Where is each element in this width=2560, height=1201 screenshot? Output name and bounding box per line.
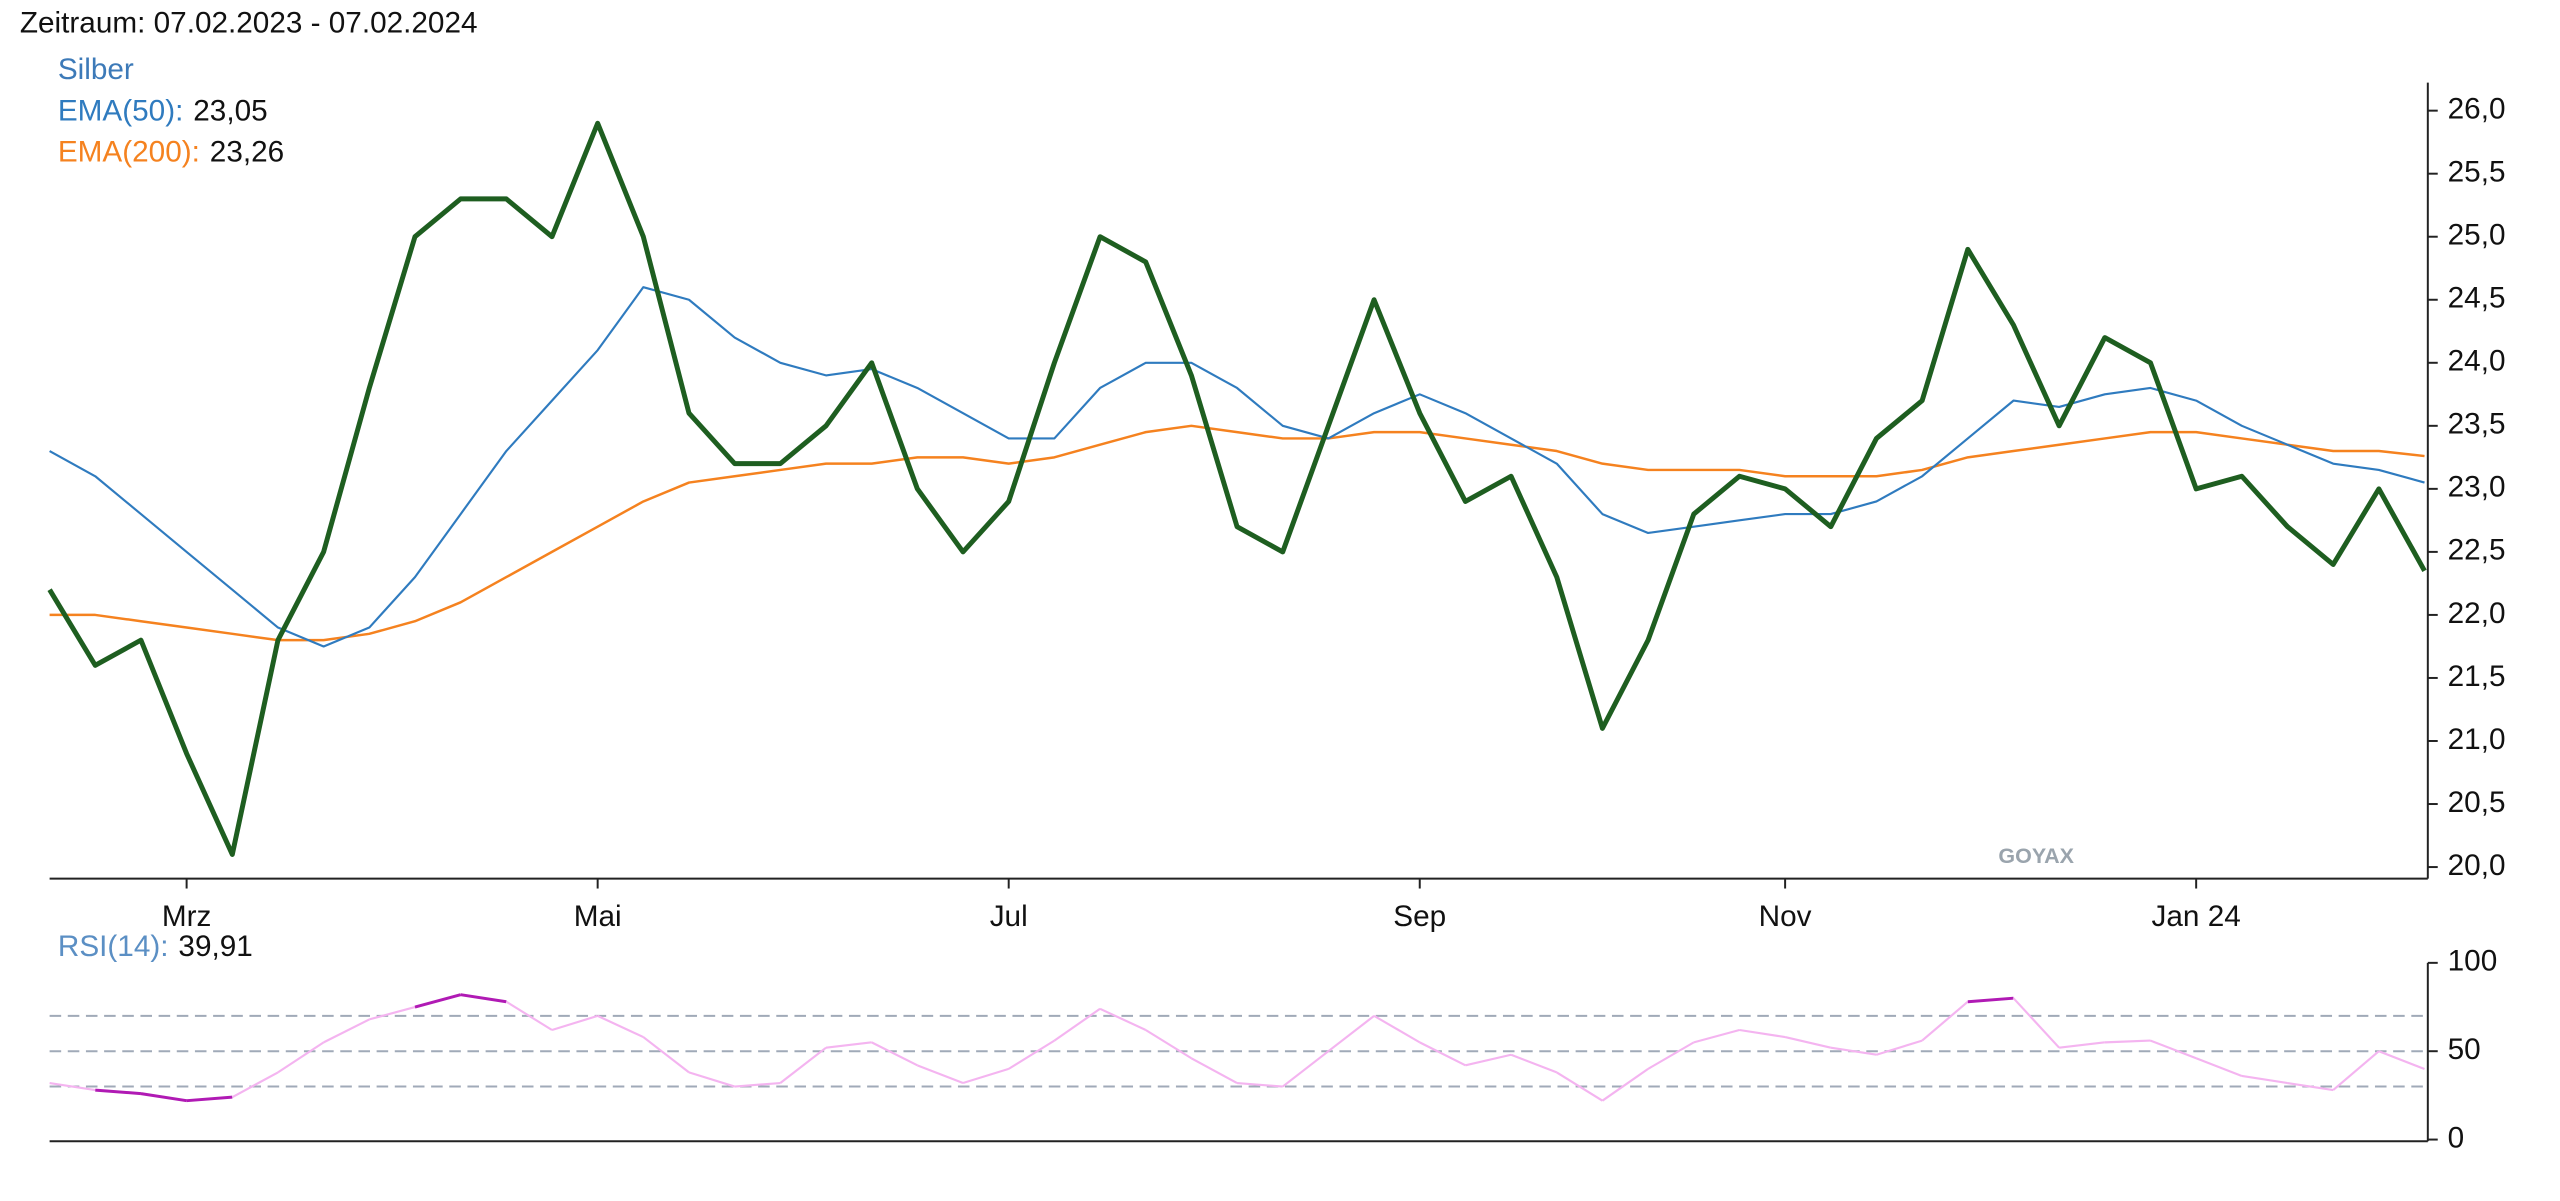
- rsi-segment: [505, 1000, 553, 1031]
- x-tick-label: Mai: [574, 900, 622, 933]
- rsi-segment: [1419, 1041, 1466, 1067]
- rsi-segment: [186, 1095, 233, 1103]
- rsi-segment: [734, 1081, 781, 1088]
- rsi-segment: [1784, 1036, 1832, 1049]
- rsi-segment: [369, 1005, 416, 1021]
- rsi-segment: [277, 1041, 325, 1074]
- rsi-segment: [323, 1018, 370, 1044]
- rsi-segment: [916, 1064, 964, 1085]
- legend-entry: EMA(200): 23,26: [58, 135, 284, 168]
- rsi-segment: [1053, 1007, 1101, 1042]
- rsi-segment: [825, 1041, 872, 1049]
- rsi-segment: [551, 1014, 598, 1032]
- y-tick-label: 50: [2448, 1033, 2481, 1066]
- rsi-segment: [1327, 1015, 1375, 1053]
- rsi-segment: [1190, 1057, 1238, 1084]
- rsi-segment: [1876, 1039, 1923, 1056]
- rsi-segment: [1373, 1014, 1421, 1044]
- y-tick-label: 20,0: [2448, 849, 2506, 882]
- y-tick-label: 25,5: [2448, 156, 2506, 189]
- legend-value: 23,05: [193, 94, 267, 127]
- rsi-segment: [1693, 1028, 1740, 1044]
- rsi-segment: [2104, 1039, 2151, 1044]
- rsi-segment: [1008, 1039, 1055, 1070]
- legend-value: 39,91: [178, 930, 252, 963]
- rsi-segment: [1510, 1053, 1558, 1074]
- chart-title: Zeitraum: 07.02.2023 - 07.02.2024: [20, 7, 478, 40]
- series-line: [47, 120, 2427, 857]
- rsi-segment: [460, 993, 507, 1004]
- rsi-segment: [1465, 1053, 1512, 1067]
- legend-name: EMA(200):: [58, 135, 200, 168]
- rsi-segment: [49, 1081, 96, 1092]
- legend-name: Silber: [58, 53, 134, 86]
- y-tick-label: 24,0: [2448, 345, 2506, 378]
- y-tick-label: 21,5: [2448, 660, 2506, 693]
- legend-value: 23,26: [210, 135, 284, 168]
- legend-entry: RSI(14): 39,91: [58, 930, 253, 963]
- rsi-segment: [2241, 1074, 2288, 1085]
- y-tick-label: 26,0: [2448, 92, 2506, 125]
- watermark: GOYAX: [1998, 844, 2074, 868]
- series-line: [49, 286, 2425, 648]
- rsi-segment: [2012, 997, 2060, 1049]
- rsi-segment: [1739, 1028, 1786, 1039]
- rsi-segment: [140, 1092, 187, 1103]
- rsi-segment: [414, 993, 462, 1009]
- x-tick-label: Jul: [990, 900, 1028, 933]
- rsi-segment: [642, 1036, 690, 1074]
- rsi-segment: [1282, 1050, 1330, 1088]
- rsi-segment: [2150, 1039, 2197, 1060]
- y-tick-label: 21,0: [2448, 723, 2506, 756]
- rsi-segment: [1145, 1029, 1192, 1060]
- rsi-segment: [779, 1046, 827, 1084]
- y-tick-label: 23,5: [2448, 408, 2506, 441]
- rsi-segment: [2059, 1041, 2105, 1049]
- rsi-segment: [2287, 1081, 2334, 1092]
- legend-name: EMA(50):: [58, 94, 184, 127]
- legend-entry: EMA(50): 23,05: [58, 94, 268, 127]
- rsi-segment: [1830, 1046, 1877, 1056]
- y-tick-label: 22,5: [2448, 534, 2506, 567]
- rsi-segment: [1967, 996, 2014, 1004]
- y-tick-label: 25,0: [2448, 219, 2506, 252]
- x-tick-label: Nov: [1759, 900, 1812, 933]
- legend-entry: Silber: [58, 53, 134, 86]
- rsi-segment: [962, 1067, 1010, 1085]
- y-tick-label: 0: [2448, 1121, 2465, 1154]
- rsi-segment: [1236, 1081, 1283, 1088]
- rsi-segment: [688, 1071, 735, 1088]
- rsi-segment: [1601, 1067, 1649, 1102]
- rsi-segment: [597, 1014, 644, 1039]
- rsi-segment: [1921, 1000, 1969, 1042]
- x-tick-label: Mrz: [162, 900, 212, 933]
- series-line: [49, 424, 2425, 642]
- rsi-segment: [1647, 1041, 1695, 1070]
- rsi-segment: [2332, 1050, 2380, 1091]
- x-tick-label: Sep: [1393, 900, 1446, 933]
- rsi-segment: [95, 1088, 142, 1096]
- x-tick-label: Jan 24: [2152, 900, 2241, 933]
- rsi-segment: [2195, 1057, 2243, 1077]
- rsi-segment: [871, 1041, 918, 1067]
- rsi-segment: [2378, 1050, 2425, 1071]
- legend-name: RSI(14):: [58, 930, 169, 963]
- y-tick-label: 100: [2448, 945, 2498, 978]
- y-tick-label: 24,5: [2448, 282, 2506, 315]
- y-tick-label: 23,0: [2448, 471, 2506, 504]
- rsi-segment: [1099, 1007, 1147, 1031]
- y-tick-label: 22,0: [2448, 597, 2506, 630]
- rsi-segment: [231, 1071, 279, 1099]
- y-tick-label: 20,5: [2448, 786, 2506, 819]
- rsi-segment: [1556, 1071, 1603, 1102]
